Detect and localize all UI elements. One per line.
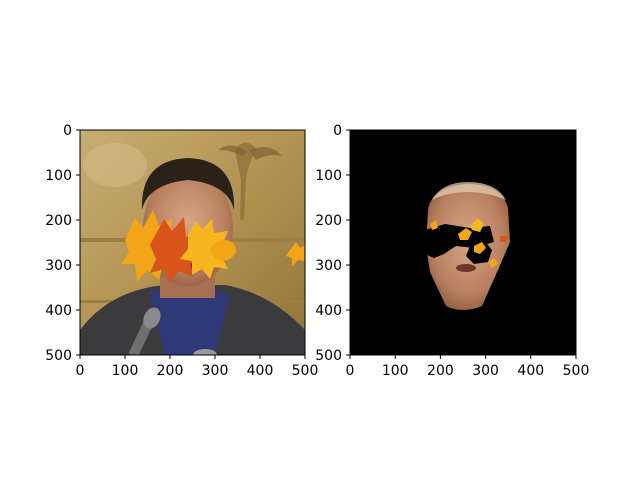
right-axes-frame	[349, 129, 577, 356]
left-image-panel: 0 100 200 300 400 500 0 100 200 300 400 500	[45, 123, 318, 379]
right-x-tick-label: 200	[427, 363, 454, 379]
right-y-tick-label: 400	[315, 303, 342, 319]
leaf-overlay	[121, 210, 305, 283]
right-y-tick-label: 300	[315, 258, 342, 274]
right-x-tick-label: 400	[517, 363, 544, 379]
right-photo	[350, 130, 576, 355]
left-axes-frame	[79, 129, 306, 356]
left-y-tick-label: 0	[63, 123, 72, 139]
left-x-tick-label: 0	[76, 363, 85, 379]
left-x-tick-label: 400	[247, 363, 274, 379]
left-x-tick-label: 200	[157, 363, 184, 379]
left-y-tick-label: 400	[45, 303, 72, 319]
left-y-tick-label: 100	[45, 168, 72, 184]
left-y-tick-label: 500	[45, 348, 72, 364]
right-image-panel: 0 100 200 300 400 500 0 100 200 300 400 500	[315, 123, 589, 379]
right-y-axis: 0 100 200 300 400 500	[315, 123, 350, 364]
left-y-axis: 0 100 200 300 400 500	[45, 123, 80, 364]
left-x-tick-label: 100	[112, 363, 139, 379]
right-x-axis: 0 100 200 300 400 500	[346, 355, 590, 379]
right-x-tick-label: 100	[382, 363, 409, 379]
right-x-tick-label: 500	[563, 363, 590, 379]
right-y-tick-label: 500	[315, 348, 342, 364]
left-photo	[80, 130, 305, 355]
left-y-tick-label: 200	[45, 213, 72, 229]
right-y-tick-label: 100	[315, 168, 342, 184]
right-y-tick-label: 200	[315, 213, 342, 229]
left-y-tick-label: 300	[45, 258, 72, 274]
right-x-tick-label: 0	[346, 363, 355, 379]
left-x-tick-label: 300	[202, 363, 229, 379]
right-y-tick-label: 0	[333, 123, 342, 139]
left-x-tick-label: 500	[292, 363, 319, 379]
left-x-axis: 0 100 200 300 400 500	[76, 355, 319, 379]
right-x-tick-label: 300	[472, 363, 499, 379]
